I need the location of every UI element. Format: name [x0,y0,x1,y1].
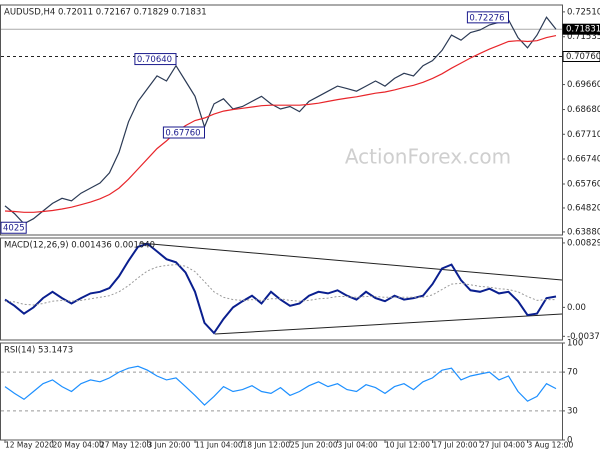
x-tick-label: 17 Jul 20:00 [433,441,478,450]
x-tick-label: 10 Jul 12:00 [385,441,430,450]
y-tick-label: 0.71535 [567,32,600,42]
panel-title: AUDUSD,H4 0.72011 0.72167 0.71829 0.7183… [4,8,207,18]
x-tick-label: 3 Jul 04:00 [338,441,378,450]
x-tick-label: 3 Aug 12:00 [528,441,574,450]
panel-title: RSI(14) 53.1473 [4,346,73,356]
annotation-box [162,126,205,139]
x-tick-label: 12 May 2020 [5,441,54,450]
y-tick-label: -0.003725 [567,332,600,342]
y-tick-label: 0.66740 [567,155,600,165]
macd-panel [0,237,563,341]
y-tick-label: 0.72510 [567,7,600,17]
x-tick-label: 3 Jun 20:00 [148,441,191,450]
annotation-label: 4025 [3,224,25,234]
annotation-label: 0.67760 [165,129,200,139]
price-tag [562,23,600,35]
price-tag-label: 0.71831 [566,25,600,35]
price-tag [562,51,600,63]
series-line [4,16,557,225]
y-tick-label: 0.65760 [567,180,600,190]
x-tick-label: 27 May 12:00 [100,441,152,450]
y-tick-label: 30 [567,406,578,416]
price-tag-label: 0.70760 [566,52,600,62]
panel-title: MACD(12,26,9) 0.001436 0.001040 [4,241,155,251]
x-tick-label: 25 Jun 20:00 [290,441,338,450]
series-line [4,264,556,306]
annotation-box [466,11,509,24]
series-line [4,365,557,406]
x-tick-label: 18 Jun 12:00 [243,441,291,450]
y-tick-label: 0.008296 [567,238,600,248]
y-tick-label: 0.64820 [567,203,600,213]
annotation-box [0,221,27,234]
y-tick-label: 70 [567,368,578,378]
y-tick-label: 0.00 [567,303,586,313]
y-tick-label: 0.69660 [567,80,600,90]
x-tick-label: 11 Jun 04:00 [195,441,243,450]
y-tick-label: 0.68680 [567,105,600,115]
series-line [4,35,557,213]
x-tick-label: 20 May 04:00 [53,441,105,450]
price-panel [0,4,563,236]
y-tick-label: 100 [567,339,583,349]
x-tick-label: 27 Jul 04:00 [480,441,525,450]
y-tick-label: 0.67710 [567,130,600,140]
annotation-label: 0.72276 [469,13,504,23]
annotation-label: 0.70640 [137,55,172,65]
y-tick-label: 0.63880 [567,227,600,237]
watermark: ActionForex.com [345,145,511,169]
annotation-box [134,53,177,66]
trendline [139,242,563,281]
rsi-panel [0,342,563,441]
y-tick-label: 0 [567,436,572,446]
trendline [214,313,563,335]
